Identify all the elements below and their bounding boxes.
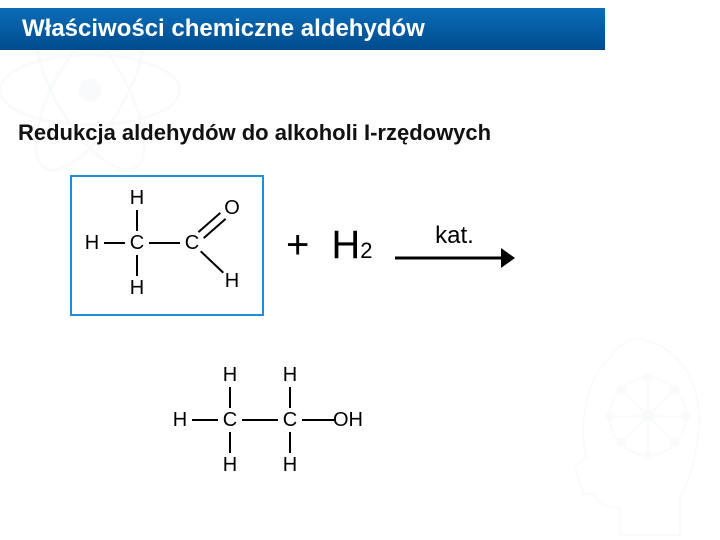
plus-sign: + [286, 223, 309, 268]
svg-text:H: H [130, 277, 144, 299]
title-bar: Właściwości chemiczne aldehydów [0, 8, 605, 50]
svg-text:H: H [223, 454, 237, 476]
svg-text:H: H [225, 270, 239, 292]
svg-text:H: H [283, 454, 297, 476]
svg-text:H: H [85, 232, 99, 254]
slide: Właściwości chemiczne aldehydów Redukcja… [0, 0, 720, 540]
product-molecule: H C H H C H H OH [170, 360, 375, 480]
head-watermark [530, 320, 720, 540]
slide-title: Właściwości chemiczne aldehydów [22, 15, 425, 43]
reaction-arrow-icon [395, 246, 515, 270]
product-molecule-box: H C H H C H H OH [170, 360, 375, 485]
reactant-molecule: H C H H C O H [82, 183, 252, 303]
reactant-molecule-box: H C H H C O H [70, 175, 264, 316]
hydrogen-reagent: H 2 [331, 223, 372, 268]
svg-text:C: C [185, 232, 199, 254]
svg-text:H: H [283, 364, 297, 386]
svg-text:H: H [173, 409, 187, 431]
equation-row: H C H H C O H + H 2 kat. [70, 175, 515, 316]
reagent-h-label: H [331, 223, 360, 268]
svg-text:H: H [130, 187, 144, 209]
svg-text:C: C [283, 409, 297, 431]
svg-text:C: C [223, 409, 237, 431]
svg-text:C: C [130, 232, 144, 254]
svg-text:H: H [223, 364, 237, 386]
reaction-arrow-box: kat. [395, 222, 515, 270]
svg-text:OH: OH [333, 409, 363, 431]
reagent-h-subscript: 2 [360, 238, 372, 264]
slide-subtitle: Redukcja aldehydów do alkoholi I-rzędowy… [18, 120, 491, 146]
svg-text:O: O [224, 197, 240, 219]
